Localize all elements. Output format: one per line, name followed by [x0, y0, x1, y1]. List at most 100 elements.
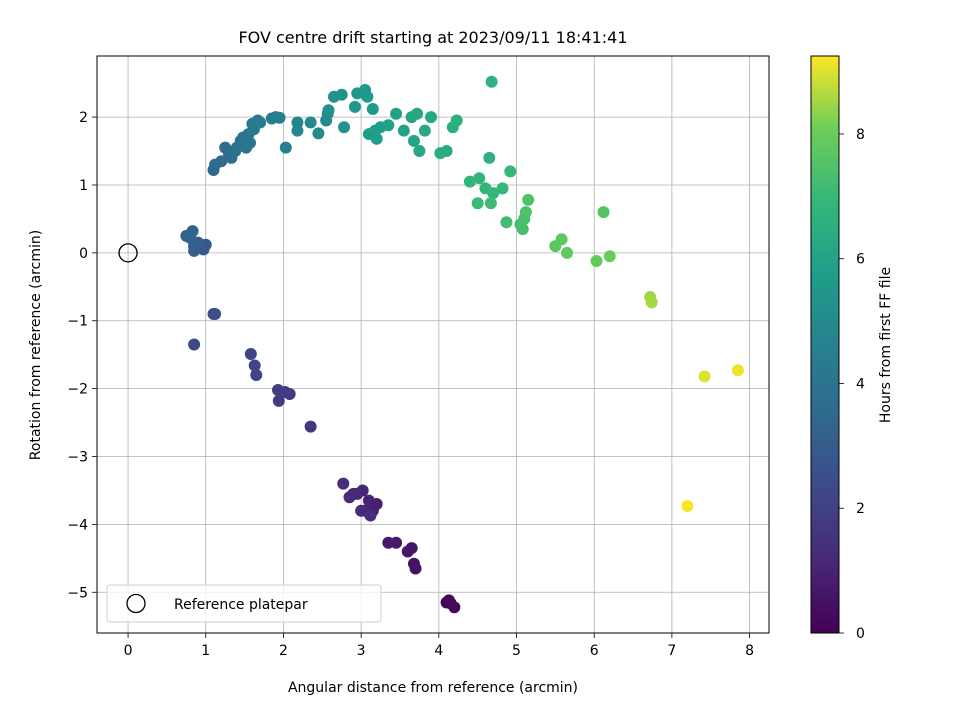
scatter-point: [483, 151, 496, 164]
scatter-point: [561, 246, 574, 259]
x-tick-label: 1: [201, 643, 210, 659]
scatter-point: [364, 509, 377, 522]
scatter-point: [250, 369, 263, 382]
scatter-points: [180, 75, 744, 614]
scatter-point: [244, 348, 257, 361]
scatter-point: [355, 504, 368, 517]
scatter-point: [519, 206, 532, 219]
scatter-point: [279, 141, 292, 154]
scatter-point: [487, 187, 500, 200]
colorbar-tick-label: 2: [856, 501, 865, 517]
scatter-point: [450, 114, 463, 127]
scatter-point: [348, 100, 361, 113]
scatter-point: [418, 124, 431, 137]
scatter-point: [312, 127, 325, 140]
scatter-point: [401, 545, 414, 558]
y-tick-label: 1: [79, 178, 88, 194]
scatter-point: [215, 155, 228, 168]
x-tick-label: 8: [745, 643, 754, 659]
y-tick-label: 0: [79, 246, 88, 262]
reference-point-marker: [118, 243, 138, 263]
scatter-point: [397, 124, 410, 137]
colorbar-tick-label: 0: [856, 626, 865, 642]
x-tick-label: 2: [279, 643, 288, 659]
scatter-point: [272, 383, 285, 396]
scatter-point: [272, 394, 285, 407]
scatter-point: [248, 359, 261, 372]
scatter-point: [442, 594, 455, 607]
scatter-point: [484, 197, 497, 210]
plot-frame: [96, 55, 770, 634]
scatter-point: [473, 172, 486, 185]
scatter-point: [304, 116, 317, 129]
scatter-point: [338, 121, 351, 134]
scatter-point: [434, 147, 447, 160]
scatter-point: [188, 244, 201, 257]
scatter-point: [496, 182, 509, 195]
scatter-point: [337, 477, 350, 490]
legend-label: Reference platepar: [174, 597, 308, 613]
colorbar-ticks: 0 2 4 6 8: [839, 127, 865, 642]
scatter-point: [362, 494, 375, 507]
scatter-point: [522, 193, 535, 206]
x-tick-label: 5: [512, 643, 521, 659]
y-tick-label: −5: [67, 585, 88, 601]
scatter-point: [463, 175, 476, 188]
colorbar-gradient: [810, 55, 840, 634]
scatter-point: [343, 491, 356, 504]
x-tick-label: 3: [357, 643, 366, 659]
x-tick-label: 4: [434, 643, 443, 659]
scatter-point: [681, 500, 694, 513]
x-axis-label: Angular distance from reference (arcmin): [288, 680, 578, 696]
scatter-point: [407, 557, 420, 570]
scatter-point: [411, 107, 424, 120]
colorbar-tick-label: 6: [856, 252, 865, 268]
scatter-point: [698, 370, 711, 383]
scatter-point: [603, 250, 616, 263]
x-tick-label: 6: [590, 643, 599, 659]
scatter-point: [500, 216, 513, 229]
x-tick-label: 0: [124, 643, 133, 659]
y-axis-label: Rotation from reference (arcmin): [28, 230, 44, 460]
y-tick-label: −1: [67, 314, 88, 330]
colorbar: 0 2 4 6 8 Hours from first FF file: [810, 55, 894, 642]
scatter-point: [516, 223, 529, 236]
chart-title: FOV centre drift starting at 2023/09/11 …: [238, 28, 627, 47]
scatter-point: [731, 364, 744, 377]
legend: Reference platepar: [106, 584, 382, 623]
x-tick-label: 7: [667, 643, 676, 659]
legend-box: [106, 584, 382, 623]
colorbar-label: Hours from first FF file: [878, 267, 894, 423]
scatter-point: [370, 132, 383, 145]
scatter-point: [322, 104, 335, 117]
scatter-point: [244, 136, 257, 149]
scatter-point: [186, 225, 199, 238]
scatter-point: [471, 197, 484, 210]
scatter-point: [273, 111, 286, 124]
y-tick-label: 2: [79, 110, 88, 126]
y-tick-label: −4: [67, 517, 88, 533]
scatter-point: [413, 145, 426, 158]
scatter-point: [390, 107, 403, 120]
colorbar-tick-label: 8: [856, 127, 865, 143]
scatter-point: [361, 90, 374, 103]
scatter-point: [597, 206, 610, 219]
y-tick-label: −3: [67, 450, 88, 466]
scatter-point: [366, 102, 379, 115]
scatter-point: [335, 88, 348, 101]
scatter-point: [304, 420, 317, 433]
scatter-point: [188, 338, 201, 351]
colorbar-tick-label: 4: [856, 376, 865, 392]
scatter-point: [485, 75, 498, 88]
scatter-point: [645, 296, 658, 309]
scatter-point: [254, 116, 267, 129]
scatter-point: [555, 233, 568, 246]
axis-ticks: 0 1 2 3 4 5 6 7 8 −5 −4 −3 −2 −1 0 1 2: [67, 110, 754, 659]
legend-marker-icon: [126, 593, 146, 614]
scatter-point: [207, 307, 220, 320]
scatter-point: [425, 111, 438, 124]
scatter-point: [382, 536, 395, 549]
scatter-point: [504, 165, 517, 178]
scatter-point: [407, 134, 420, 147]
